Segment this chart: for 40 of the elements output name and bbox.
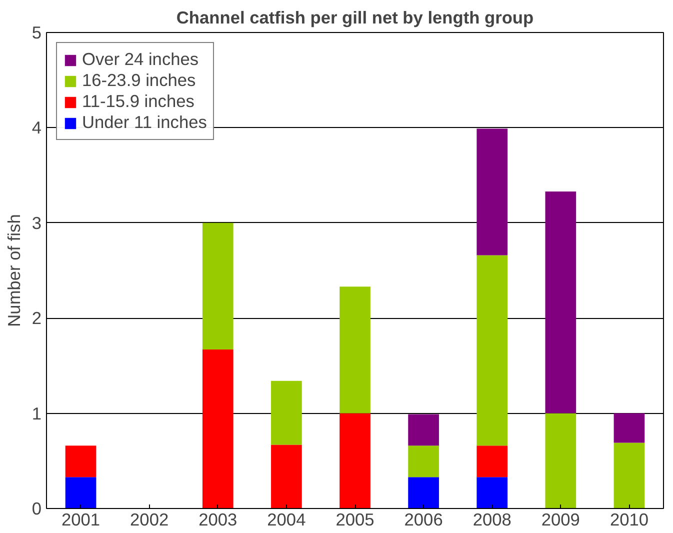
bar: [545, 191, 576, 414]
x-tick-label: 2009: [541, 510, 580, 530]
y-tick-label: 4: [32, 118, 42, 138]
bar: [476, 255, 508, 446]
bar: [340, 286, 370, 414]
y-tick-label: 0: [32, 498, 42, 518]
x-tick-label: 2006: [404, 510, 443, 530]
bar: [476, 446, 508, 478]
bar: [271, 444, 302, 508]
chart-title: Channel catfish per gill net by length group: [176, 8, 534, 28]
bar: [614, 442, 645, 508]
y-tick-label: 5: [32, 22, 42, 42]
bar: [408, 477, 439, 508]
legend-label: Under 11 inches: [82, 112, 207, 133]
bar: [408, 414, 439, 446]
y-axis-title: Number of fish: [4, 214, 24, 327]
y-tick-label: 1: [32, 403, 42, 424]
legend-label: 11-15.9 inches: [82, 91, 194, 112]
x-tick-label: 2001: [62, 510, 100, 530]
x-tick-label: 2002: [130, 510, 169, 530]
bar: [202, 222, 234, 350]
x-tick-label: 2010: [610, 510, 649, 530]
bar: [65, 477, 96, 508]
bar: [408, 446, 439, 478]
bar: [476, 477, 508, 508]
bar: [545, 413, 576, 508]
x-tick-label: 2008: [472, 510, 512, 530]
y-tick-label: 2: [32, 308, 42, 328]
legend-label: Over 24 inches: [82, 49, 199, 70]
bar: [65, 446, 96, 478]
x-tick-label: 2003: [198, 510, 238, 530]
bar: [271, 380, 302, 445]
x-tick-label: 2004: [267, 510, 306, 530]
y-tick-label: 3: [32, 212, 42, 233]
bar: [340, 413, 370, 508]
legend-label: 16-23.9 inches: [82, 70, 196, 91]
bar: [476, 128, 508, 256]
x-tick-label: 2005: [336, 510, 374, 530]
bar: [202, 350, 234, 508]
bar: [614, 413, 645, 443]
